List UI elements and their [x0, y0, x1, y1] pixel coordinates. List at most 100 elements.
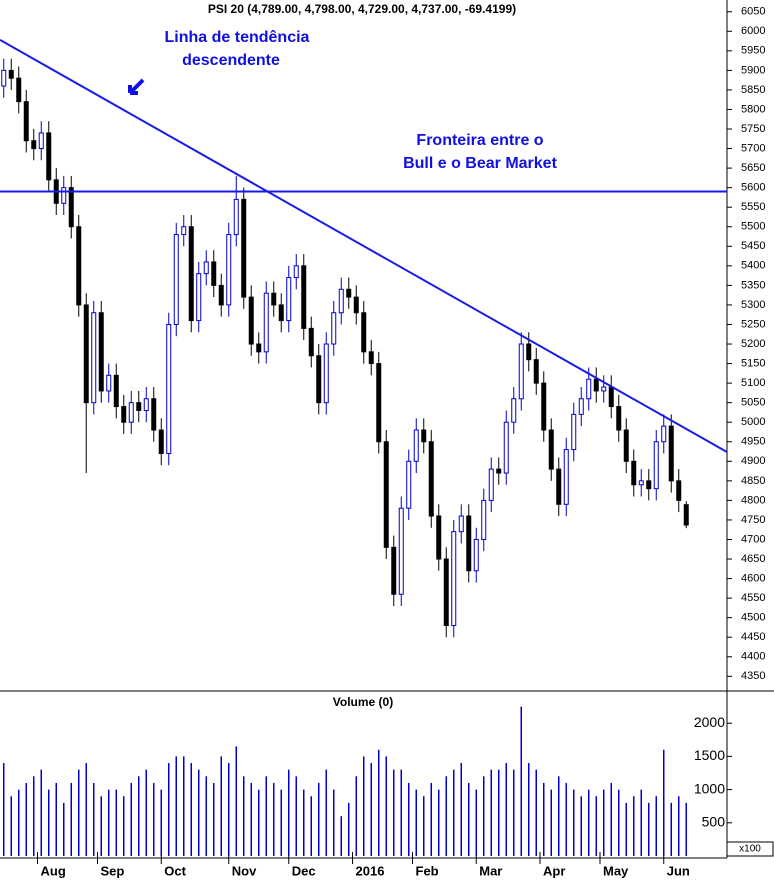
y-tick-label: 4900 [741, 455, 765, 467]
candle-body [668, 425, 674, 482]
arrow [128, 78, 145, 95]
y-tick-label: 6000 [741, 25, 765, 37]
candle-body [638, 480, 644, 486]
candle-body [646, 480, 652, 490]
y-tick-label: 4550 [741, 592, 765, 604]
trend-line [0, 39, 728, 453]
candle-body [526, 343, 532, 361]
candle-body [196, 273, 202, 322]
y-tick-label: 5300 [741, 299, 765, 311]
candle-body [631, 460, 637, 486]
candle-body [218, 284, 224, 306]
candle-body [586, 378, 592, 400]
candle-body [248, 296, 254, 345]
candle-body [436, 515, 442, 560]
candle-body [361, 312, 367, 353]
volume-tick-label: 2000 [694, 714, 725, 730]
x-tick-label: Sep [101, 863, 125, 878]
unit-label: x100 [739, 844, 761, 855]
volume-tick-label: 1000 [694, 780, 725, 796]
candle-body [263, 292, 269, 353]
candle-body [68, 187, 74, 228]
candle-body [76, 226, 82, 306]
candle-body [173, 234, 179, 325]
candle-body [338, 288, 344, 314]
candle-body [106, 374, 112, 392]
candle-body [286, 277, 292, 322]
annotation: Fronteira entre o [416, 132, 543, 149]
candle-body [143, 398, 149, 411]
y-tick-label: 5100 [741, 377, 765, 389]
volume-tick-label: 1500 [694, 747, 725, 763]
y-tick-label: 5200 [741, 338, 765, 350]
candle-body [113, 374, 119, 408]
candle-body [398, 507, 404, 595]
candle-body [518, 343, 524, 400]
candle-body [503, 421, 509, 474]
candle-body [578, 398, 584, 415]
candle-body [316, 355, 322, 404]
candle-body [31, 140, 37, 150]
candle-body [203, 261, 209, 275]
candle-body [406, 460, 412, 509]
candle-body [61, 187, 67, 204]
candle-body [466, 515, 472, 572]
y-tick-label: 5500 [741, 221, 765, 233]
candle-body [353, 296, 359, 314]
x-tick-label: 2016 [356, 863, 385, 878]
candle-body [301, 265, 307, 329]
candle-body [413, 429, 419, 462]
x-tick-label: Feb [416, 863, 439, 878]
candle-body [166, 323, 172, 454]
candle-body [683, 504, 689, 526]
x-tick-label: Nov [232, 863, 257, 878]
candle-body [443, 558, 449, 626]
y-tick-label: 5550 [741, 201, 765, 213]
y-tick-label: 4750 [741, 514, 765, 526]
candle-body [1, 69, 7, 87]
candle-body [556, 468, 562, 505]
candle-body [308, 327, 314, 357]
x-tick-label: Jun [667, 863, 690, 878]
y-tick-label: 5250 [741, 318, 765, 330]
x-tick-label: Dec [292, 863, 316, 878]
x-tick-label: Mar [479, 863, 502, 878]
candle-body [158, 429, 164, 454]
y-tick-label: 5650 [741, 162, 765, 174]
candle-body [188, 226, 194, 322]
volume-tick-label: 500 [702, 814, 726, 830]
y-tick-label: 5400 [741, 260, 765, 272]
y-tick-label: 5700 [741, 142, 765, 154]
y-tick-label: 5150 [741, 357, 765, 369]
candle-body [136, 402, 142, 411]
candle-body [346, 288, 352, 298]
y-tick-label: 5950 [741, 45, 765, 57]
candle-body [488, 468, 494, 501]
candle-body [91, 312, 97, 404]
x-tick-label: Oct [164, 863, 186, 878]
candle-body [128, 402, 134, 423]
y-tick-label: 5050 [741, 397, 765, 409]
volume-title: Volume (0) [333, 695, 393, 709]
candle-body [38, 132, 44, 150]
candle-body [241, 198, 247, 298]
candle-body [533, 359, 539, 384]
x-tick-label: Aug [41, 863, 66, 878]
candle-body [563, 449, 569, 505]
candle-body [368, 351, 374, 365]
y-tick-label: 5800 [741, 103, 765, 115]
candle-body [121, 406, 127, 423]
y-tick-label: 5000 [741, 416, 765, 428]
y-tick-label: 5450 [741, 240, 765, 252]
y-tick-label: 5850 [741, 84, 765, 96]
candle-body [181, 226, 187, 236]
candle-body [151, 398, 157, 431]
candle-body [593, 378, 599, 392]
candle-body [98, 312, 104, 392]
y-tick-label: 4450 [741, 631, 765, 643]
y-tick-label: 4650 [741, 553, 765, 565]
candle-body [233, 198, 239, 236]
candle-body [481, 499, 487, 540]
